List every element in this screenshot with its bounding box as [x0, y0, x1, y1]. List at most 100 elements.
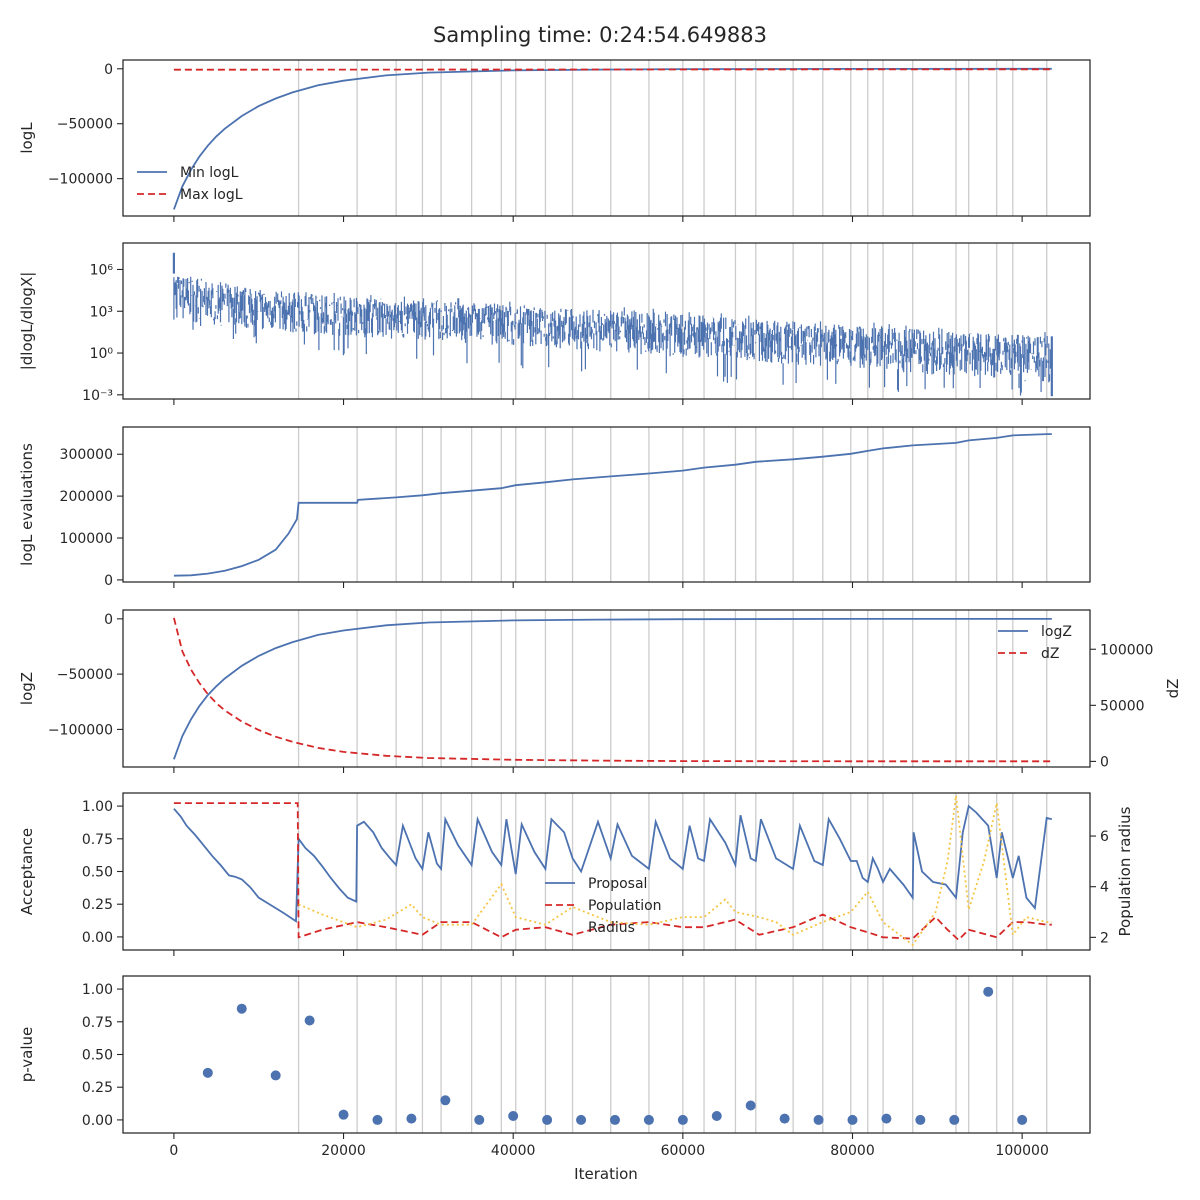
y-tick-label: 300000 — [60, 447, 113, 463]
legend: logZ dZ — [998, 624, 1072, 662]
y2-tick-label: 2 — [1100, 930, 1109, 946]
y-tick-label: 0.75 — [82, 1015, 113, 1031]
panel-2: 10⁶ 10³ 10⁰ 10⁻³ |dlogL/dlogX| — [18, 242, 1091, 405]
y-tick-label: 1.00 — [82, 799, 113, 815]
plot-area — [173, 433, 1052, 577]
y-tick-label: 0.75 — [82, 832, 113, 848]
legend-label: Radius — [588, 920, 635, 936]
y-tick-label: 10⁶ — [90, 262, 114, 278]
plot-area — [173, 617, 1052, 763]
y-tick-label: −50000 — [57, 667, 113, 683]
x-tick-label: 80000 — [830, 1143, 875, 1159]
y-tick-label: 0.50 — [82, 865, 113, 881]
scatter-point — [1017, 1114, 1028, 1125]
series-population — [173, 802, 1052, 942]
x-tick-label: 100000 — [995, 1143, 1048, 1159]
series-logl-evaluations — [173, 433, 1052, 577]
series-logz — [173, 618, 1052, 760]
scatter-point — [779, 1113, 790, 1124]
plot-area — [173, 67, 1052, 210]
x-tick-label: 0 — [169, 1143, 178, 1159]
x-axis-label: Iteration — [574, 1165, 638, 1183]
y2-axis-label: dZ — [1164, 679, 1182, 699]
scatter-point — [711, 1110, 722, 1121]
y2-tick-label: 4 — [1100, 880, 1109, 896]
legend-label: Proposal — [588, 876, 647, 892]
y-axis-label: logL evaluations — [18, 443, 36, 566]
axes-frame — [122, 426, 1091, 583]
y-axis-label: logZ — [18, 672, 36, 705]
y-tick-label: 0 — [104, 612, 113, 628]
panel-6: 0 20000 40000 60000 80000 100000 0.00 0.25 0.50 0… — [18, 975, 1091, 1159]
series-min-logl — [173, 67, 1052, 210]
scatter-point — [270, 1070, 281, 1081]
panel-5: 0.00 0.25 0.50 0.75 1.00 Acceptance 2 4 6 Populat… — [18, 792, 1134, 956]
scatter-point — [406, 1113, 417, 1124]
scatter-point — [745, 1100, 756, 1111]
scatter-point — [440, 1095, 451, 1106]
legend: Proposal Population Radius — [545, 876, 662, 936]
series-proposal — [173, 804, 1053, 923]
plot-area — [173, 795, 1053, 947]
scatter-point — [881, 1113, 892, 1124]
panel-4: 0 −50000 −100000 logZ 0 50000 100000 dZ logZ dZ — [18, 609, 1182, 773]
scatter-point — [372, 1114, 383, 1125]
y-tick-label: 0 — [104, 573, 113, 589]
y-tick-label: −100000 — [48, 722, 113, 738]
y-axis-label: |dlogL/dlogX| — [18, 272, 36, 371]
scatter-point — [576, 1114, 587, 1125]
axes-frame — [122, 609, 1091, 768]
scatter-point — [236, 1003, 247, 1014]
legend-label: logZ — [1041, 624, 1072, 640]
scatter-point — [643, 1114, 654, 1125]
y-tick-label: −100000 — [48, 172, 113, 188]
y-tick-label: −50000 — [57, 117, 113, 133]
scatter-point — [508, 1110, 519, 1121]
y-axis-label: Acceptance — [18, 828, 36, 915]
axes-frame — [122, 242, 1091, 400]
plot-area — [172, 252, 1053, 397]
legend-label: Population — [588, 898, 662, 914]
scatter-point — [915, 1114, 926, 1125]
scatter-point — [338, 1109, 349, 1120]
y-tick-label: 100000 — [60, 531, 113, 547]
scatter-point — [813, 1114, 824, 1125]
y2-tick-label: 100000 — [1100, 642, 1153, 658]
series-dz — [173, 617, 1052, 763]
y-tick-label: 0.00 — [82, 1113, 113, 1129]
series-radius — [298, 795, 1052, 947]
y-tick-label: 0.25 — [82, 897, 113, 913]
y2-tick-label: 6 — [1100, 829, 1109, 845]
y-axis-label: logL — [18, 122, 36, 154]
scatter-point — [983, 986, 994, 997]
y-tick-label: 10⁻³ — [82, 388, 113, 404]
figure-title: Sampling time: 0:24:54.649883 — [433, 23, 767, 47]
scatter-point — [949, 1114, 960, 1125]
plot-area — [202, 986, 1028, 1125]
y-tick-label: 10³ — [90, 304, 113, 320]
scatter-point — [474, 1114, 485, 1125]
scatter-point — [542, 1114, 553, 1125]
axes-frame — [122, 59, 1091, 217]
scatter-point — [304, 1015, 315, 1026]
y-tick-label: 1.00 — [82, 982, 113, 998]
y2-tick-label: 50000 — [1100, 698, 1145, 714]
y2-tick-label: 0 — [1100, 754, 1109, 770]
y-tick-label: 0.00 — [82, 930, 113, 946]
x-tick-label: 60000 — [661, 1143, 706, 1159]
x-tick-label: 20000 — [321, 1143, 366, 1159]
axes-frame — [122, 975, 1091, 1134]
scatter-point — [202, 1067, 213, 1078]
y-tick-label: 0.50 — [82, 1048, 113, 1064]
y-tick-label: 200000 — [60, 489, 113, 505]
legend-label: Min logL — [180, 165, 239, 181]
legend: Min logL Max logL — [137, 165, 243, 203]
y-axis-label: p-value — [18, 1027, 36, 1083]
panel-3: 0 100000 200000 300000 logL evaluations — [18, 426, 1091, 589]
y-tick-label: 10⁰ — [90, 346, 114, 362]
y2-axis-label: Population radius — [1116, 806, 1134, 936]
y-tick-label: 0 — [104, 62, 113, 78]
y-tick-label: 0.25 — [82, 1080, 113, 1096]
panel-1: 0 −50000 −100000 logL Min logL Max logL — [18, 59, 1091, 222]
scatter-point — [677, 1114, 688, 1125]
